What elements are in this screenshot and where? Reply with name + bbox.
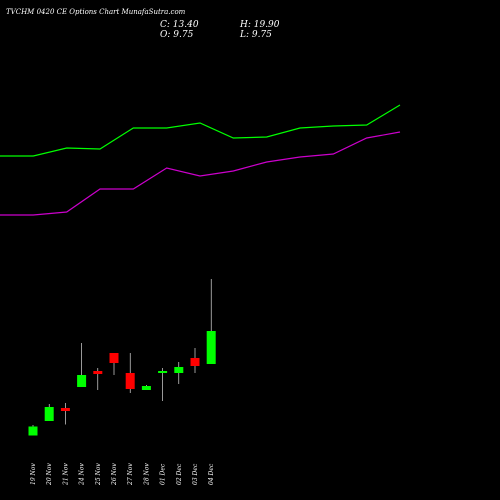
open-value: O: 9.75 xyxy=(160,30,194,40)
x-tick-label: 27 Nov xyxy=(127,463,134,486)
candle xyxy=(93,368,103,390)
x-tick-label: 21 Nov xyxy=(62,463,69,486)
chart-title: TVCHM 0420 CE Options Chart MunafaSutra.… xyxy=(6,8,186,16)
candle xyxy=(125,353,135,393)
x-tick-label: 19 Nov xyxy=(30,463,37,485)
x-tick-label: 01 Dec xyxy=(160,463,167,485)
candle-body xyxy=(44,407,54,421)
candle-body xyxy=(174,367,184,373)
candle-body xyxy=(93,371,103,374)
candle xyxy=(190,348,200,373)
x-tick-label: 28 Nov xyxy=(143,463,150,486)
low-value: L: 9.75 xyxy=(240,30,272,40)
x-tick-label: 04 Dec xyxy=(208,463,215,485)
ma-green-line xyxy=(0,104,401,157)
candle-body xyxy=(141,386,151,390)
candle xyxy=(174,362,184,384)
candle-body xyxy=(77,375,87,387)
x-tick-label: 26 Nov xyxy=(111,463,118,486)
candle xyxy=(141,385,151,390)
candle-body xyxy=(109,353,119,363)
candle-body xyxy=(28,426,38,436)
candle xyxy=(28,425,38,436)
x-tick-label: 24 Nov xyxy=(79,463,86,486)
candle-body xyxy=(60,408,70,411)
candle-body xyxy=(206,331,216,364)
candles xyxy=(28,279,216,436)
candle xyxy=(44,404,54,421)
close-value: C: 13.40 xyxy=(160,20,199,30)
candle xyxy=(77,343,87,387)
ma-magenta-line xyxy=(0,131,401,216)
candle-body xyxy=(158,371,168,373)
candle xyxy=(109,353,119,375)
moving-averages xyxy=(0,104,401,216)
x-tick-label: 25 Nov xyxy=(95,463,102,486)
candle xyxy=(158,368,168,401)
candle xyxy=(60,403,70,425)
x-tick-label: 03 Dec xyxy=(192,463,199,485)
candle-body xyxy=(125,373,135,389)
candle-body xyxy=(190,358,200,366)
x-tick-label: 20 Nov xyxy=(46,463,53,486)
x-tick-label: 02 Dec xyxy=(176,463,183,485)
x-axis-ticks: 19 Nov 20 Nov 21 Nov 24 Nov 25 Nov 26 Nov 27 N… xyxy=(30,463,215,486)
high-value: H: 19.90 xyxy=(240,20,280,30)
candle xyxy=(206,279,216,364)
